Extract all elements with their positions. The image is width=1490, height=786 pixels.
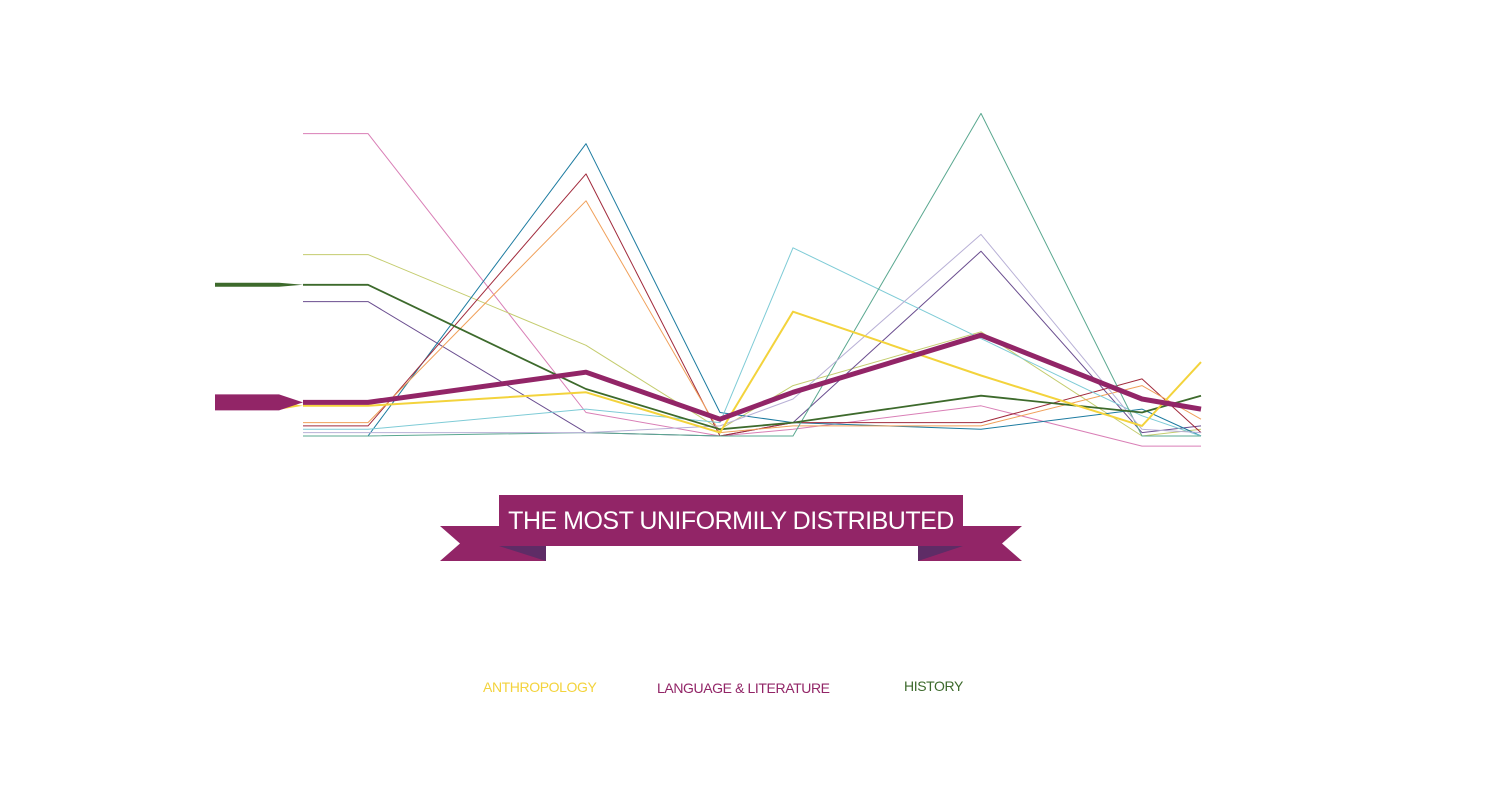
series-line-5 xyxy=(303,200,1202,434)
axis-gridlines xyxy=(367,0,1202,436)
ribbon-main xyxy=(499,495,963,546)
series-line-3 xyxy=(303,143,1202,437)
series-line-9 xyxy=(303,283,1202,431)
legend-anthropology: ANTHROPOLOGY xyxy=(483,679,597,695)
series-line-0 xyxy=(303,133,1201,447)
history-arrow xyxy=(215,282,303,287)
series-line-4 xyxy=(303,173,1202,437)
series-line-11 xyxy=(303,332,1202,422)
legend-language-literature: LANGUAGE & LITERATURE xyxy=(657,680,830,696)
ribbon-title: THE MOST UNIFORMILY DISTRIBUTED xyxy=(508,507,954,535)
language-literature-arrow xyxy=(215,394,303,411)
legend-history: HISTORY xyxy=(904,678,963,694)
series-lines xyxy=(303,112,1202,447)
series-line-10 xyxy=(303,310,1202,434)
ribbon-left-fold xyxy=(499,546,546,561)
series-line-8 xyxy=(303,233,1202,434)
left-indicator-arrows xyxy=(215,282,303,411)
series-line-7 xyxy=(303,112,1201,437)
ribbon-right-fold xyxy=(918,546,963,561)
series-line-6 xyxy=(303,247,1202,437)
title-ribbon: THE MOST UNIFORMILY DISTRIBUTED xyxy=(440,495,1022,561)
